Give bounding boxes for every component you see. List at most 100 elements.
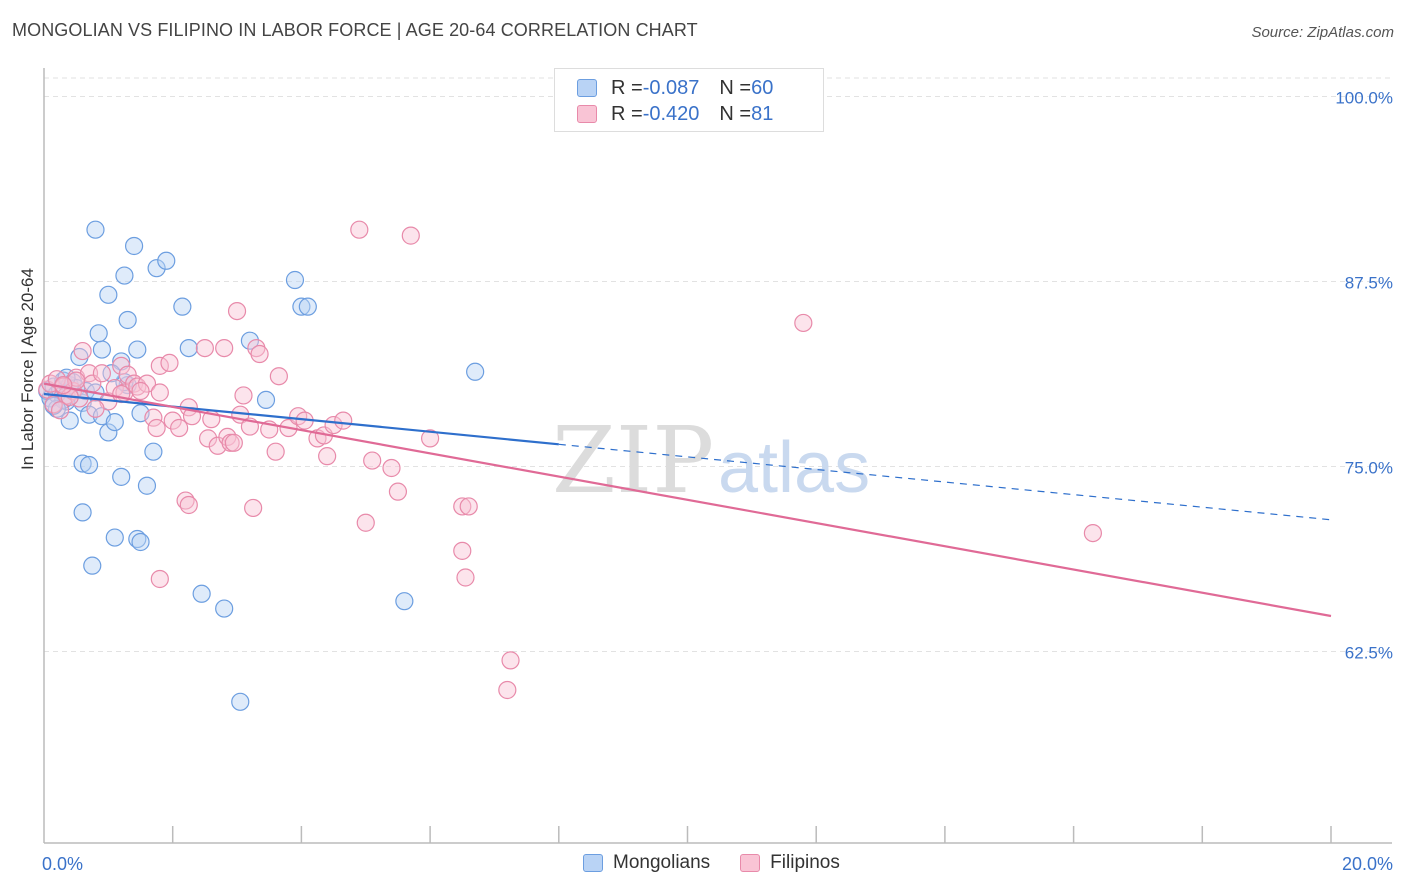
mongolian-point	[256, 390, 276, 409]
mongolian-point	[298, 297, 317, 316]
mongolian-point	[395, 592, 414, 611]
legend-item-filipinos[interactable]: Filipinos	[740, 852, 840, 874]
series-legend: Mongolians Filipinos	[583, 852, 870, 874]
y-tick-label: 75.0%	[1345, 459, 1393, 478]
filipino-point	[363, 451, 382, 470]
mongolian-point	[131, 532, 150, 552]
filipino-point	[456, 568, 475, 587]
watermark: ZIP atlas	[552, 407, 870, 514]
filipino-point	[163, 411, 182, 430]
x-tick-label-min: 0.0%	[42, 854, 83, 874]
mongolian-point	[105, 528, 124, 547]
mongolian-point	[89, 324, 108, 343]
filipinos-trend-line	[43, 382, 1332, 618]
mongolian-point	[112, 467, 131, 486]
mongolian-point	[102, 364, 121, 383]
mongolian-point	[144, 442, 163, 461]
filipinos-legend-swatch	[740, 854, 761, 872]
legend-label-filipinos: Filipinos	[770, 852, 840, 873]
mongolians-swatch	[577, 79, 597, 97]
mongolian-point	[147, 259, 166, 278]
y-tick-label: 87.5%	[1345, 274, 1393, 293]
filipino-point	[144, 408, 163, 427]
correlation-legend: R = -0.087 N = 60 R = -0.420 N = 81	[554, 68, 824, 132]
filipino-point	[401, 226, 420, 245]
mongolians-legend-swatch	[583, 854, 603, 872]
data-points	[38, 220, 1103, 711]
filipino-point	[215, 339, 234, 358]
filipino-point	[170, 418, 189, 438]
trend-lines	[43, 382, 1332, 618]
r-value: -0.087	[642, 76, 700, 99]
mongolian-point	[79, 455, 99, 475]
filipino-point	[334, 411, 353, 430]
filipino-point	[224, 433, 243, 452]
mongolian-point	[86, 220, 105, 239]
mongolian-point	[73, 454, 92, 473]
legend-row-mongolians: R = -0.087 N = 60	[577, 76, 773, 100]
mongolian-point	[83, 556, 102, 575]
filipino-point	[234, 386, 253, 405]
filipino-point	[266, 442, 285, 461]
filipino-point	[1083, 523, 1103, 543]
mongolian-point	[128, 340, 147, 359]
n-value: 60	[751, 76, 774, 99]
filipino-point	[86, 399, 105, 418]
filipino-point	[118, 365, 137, 384]
watermark-zip: ZIP	[552, 407, 714, 514]
mongolian-point	[105, 413, 124, 432]
filipino-point	[459, 497, 478, 516]
filipino-point	[198, 429, 218, 448]
n-label: N =	[719, 76, 752, 99]
filipino-point	[137, 374, 157, 393]
filipino-point	[421, 429, 440, 448]
filipino-point	[382, 458, 401, 478]
filipino-point	[318, 447, 337, 466]
tick-labels: 100.0% 87.5% 75.0% 62.5% 0.0% 20.0%	[42, 89, 1393, 875]
watermark-atlas: atlas	[718, 428, 870, 508]
r-value: -0.420	[642, 102, 700, 125]
filipino-point	[227, 302, 247, 321]
filipino-point	[195, 339, 214, 358]
source-label: Source: ZipAtlas.com	[1251, 24, 1394, 41]
filipino-point	[112, 356, 131, 375]
mongolian-point	[179, 339, 198, 358]
r-label: R =	[611, 76, 643, 99]
mongolian-point	[115, 266, 134, 285]
filipino-point	[453, 497, 472, 516]
y-axis-label: In Labor Force | Age 20-64	[18, 268, 37, 470]
filipino-point	[131, 381, 150, 401]
mongolian-point	[231, 692, 250, 711]
mongolian-point	[192, 584, 211, 603]
mongolian-point	[118, 310, 137, 330]
mongolian-point	[466, 362, 485, 381]
filipinos-swatch	[577, 105, 597, 123]
legend-item-mongolians[interactable]: Mongolians	[583, 852, 710, 874]
filipino-point	[453, 541, 472, 560]
mongolian-point	[99, 285, 118, 304]
mongolians-trend-line	[43, 392, 559, 446]
filipino-point	[498, 680, 517, 700]
x-tick-label-max: 20.0%	[1342, 854, 1393, 874]
filipino-point	[147, 418, 166, 438]
filipino-point	[501, 651, 520, 670]
mongolian-point	[128, 529, 147, 549]
filipino-point	[160, 353, 179, 372]
mongolian-point	[285, 270, 305, 290]
y-tick-label: 62.5%	[1345, 644, 1393, 663]
mongolian-point	[137, 476, 157, 495]
legend-label-mongolians: Mongolians	[613, 852, 711, 873]
axes	[43, 68, 1392, 844]
y-tick-label: 100.0%	[1335, 89, 1393, 108]
filipino-point	[388, 482, 408, 501]
filipino-point	[356, 513, 375, 532]
filipino-point	[92, 364, 112, 383]
mongolian-point	[215, 599, 234, 618]
mongolian-point	[292, 297, 311, 316]
filipino-point	[124, 374, 144, 393]
filipino-point	[150, 569, 169, 589]
filipino-point	[50, 401, 70, 420]
mongolian-point	[92, 340, 112, 359]
mongolian-point	[99, 423, 118, 442]
